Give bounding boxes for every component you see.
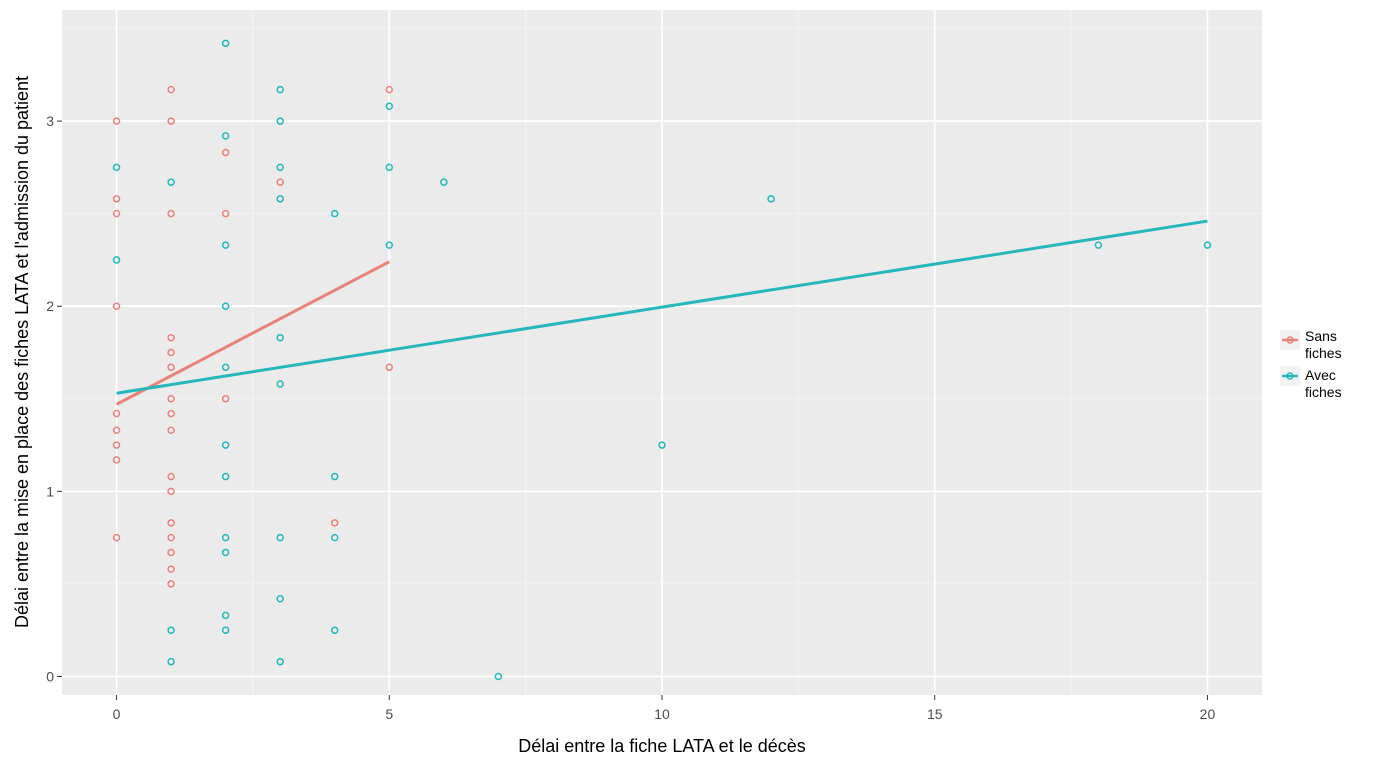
point-sans-fiches [221,395,230,403]
point-avec-fiches [276,163,284,172]
point-sans-fiches [167,487,175,496]
point-avec-fiches [276,117,284,125]
point-sans-fiches [112,209,121,218]
legend-label-sans-fiches-line2: fiches [1305,345,1342,361]
x-tick-label: 20 [1200,706,1216,722]
point-avec-fiches [221,611,230,620]
x-tick-label: 15 [927,706,943,722]
point-sans-fiches [385,85,394,94]
trend-lines [115,219,1208,406]
point-avec-fiches [276,657,284,666]
point-sans-fiches [112,117,121,125]
point-avec-fiches [276,195,284,203]
point-sans-fiches [167,395,175,403]
point-sans-fiches [221,209,230,218]
y-tick-label: 2 [46,298,54,314]
point-sans-fiches [112,302,121,310]
point-avec-fiches [221,626,230,634]
y-axis-title: Délai entre la mise en place des fiches … [12,76,32,628]
point-sans-fiches [385,363,394,372]
point-sans-fiches [221,148,230,157]
point-avec-fiches [276,85,284,94]
legend-label-avec-fiches-line1: Avec [1305,367,1336,383]
point-avec-fiches [1203,241,1212,249]
point-sans-fiches [112,426,121,435]
point-sans-fiches [167,580,175,588]
point-sans-fiches [112,533,121,542]
point-avec-fiches [276,380,284,388]
trend-line-sans-fiches [115,260,390,406]
point-avec-fiches [276,533,284,542]
point-sans-fiches [167,472,175,481]
point-avec-fiches [276,333,284,342]
point-avec-fiches [167,178,175,186]
point-sans-fiches [112,441,121,449]
legend-label-avec-fiches-line2: fiches [1305,384,1342,400]
point-sans-fiches [112,195,121,203]
point-avec-fiches [221,363,230,372]
point-avec-fiches [221,241,230,249]
point-avec-fiches [330,626,339,634]
point-sans-fiches [112,409,121,418]
legend: Sans fiches Avec fiches [1280,328,1342,400]
point-avec-fiches [1094,241,1103,249]
legend-point-sans-fiches [1286,336,1294,344]
point-sans-fiches [167,348,175,357]
point-avec-fiches [494,672,503,681]
point-sans-fiches [112,456,121,464]
x-tick-label: 5 [385,706,393,722]
point-avec-fiches [385,102,394,111]
point-sans-fiches [167,565,175,573]
point-sans-fiches [167,519,175,527]
point-avec-fiches [221,548,230,557]
point-sans-fiches [167,533,175,542]
trend-line-avec-fiches [116,219,1208,395]
point-avec-fiches [385,163,394,172]
point-sans-fiches [330,519,339,527]
point-sans-fiches [167,117,175,125]
point-sans-fiches [167,548,175,557]
point-avec-fiches [221,302,230,310]
legend-point-avec-fiches [1286,372,1294,380]
legend-label-sans-fiches-line1: Sans [1305,328,1337,344]
data-points [112,39,1212,681]
x-axis-ticks: 0 5 10 15 20 [113,695,1216,722]
point-sans-fiches [167,85,175,94]
point-avec-fiches [167,657,175,666]
point-sans-fiches [167,363,175,372]
point-avec-fiches [221,132,230,140]
point-avec-fiches [221,472,230,481]
point-avec-fiches [658,441,666,449]
point-avec-fiches [221,39,230,48]
point-avec-fiches [221,441,230,449]
point-sans-fiches [276,178,284,186]
y-tick-label: 1 [46,483,54,499]
point-sans-fiches [167,409,175,418]
point-avec-fiches [330,472,339,481]
x-tick-label: 10 [654,706,670,722]
point-avec-fiches [221,533,230,542]
point-avec-fiches [276,594,284,603]
point-avec-fiches [112,163,121,172]
point-avec-fiches [167,626,175,634]
x-tick-label: 0 [113,706,121,722]
point-sans-fiches [167,426,175,435]
point-avec-fiches [440,178,448,186]
point-avec-fiches [330,209,339,218]
point-avec-fiches [385,241,394,249]
point-avec-fiches [112,256,121,264]
y-axis-ticks: 0 1 2 3 [46,113,62,684]
y-tick-label: 3 [46,113,54,129]
x-axis-title: Délai entre la fiche LATA et le décès [518,736,806,756]
point-sans-fiches [167,333,175,342]
point-sans-fiches [167,209,175,218]
point-avec-fiches [767,195,775,203]
point-avec-fiches [330,533,339,542]
y-tick-label: 0 [46,668,54,684]
